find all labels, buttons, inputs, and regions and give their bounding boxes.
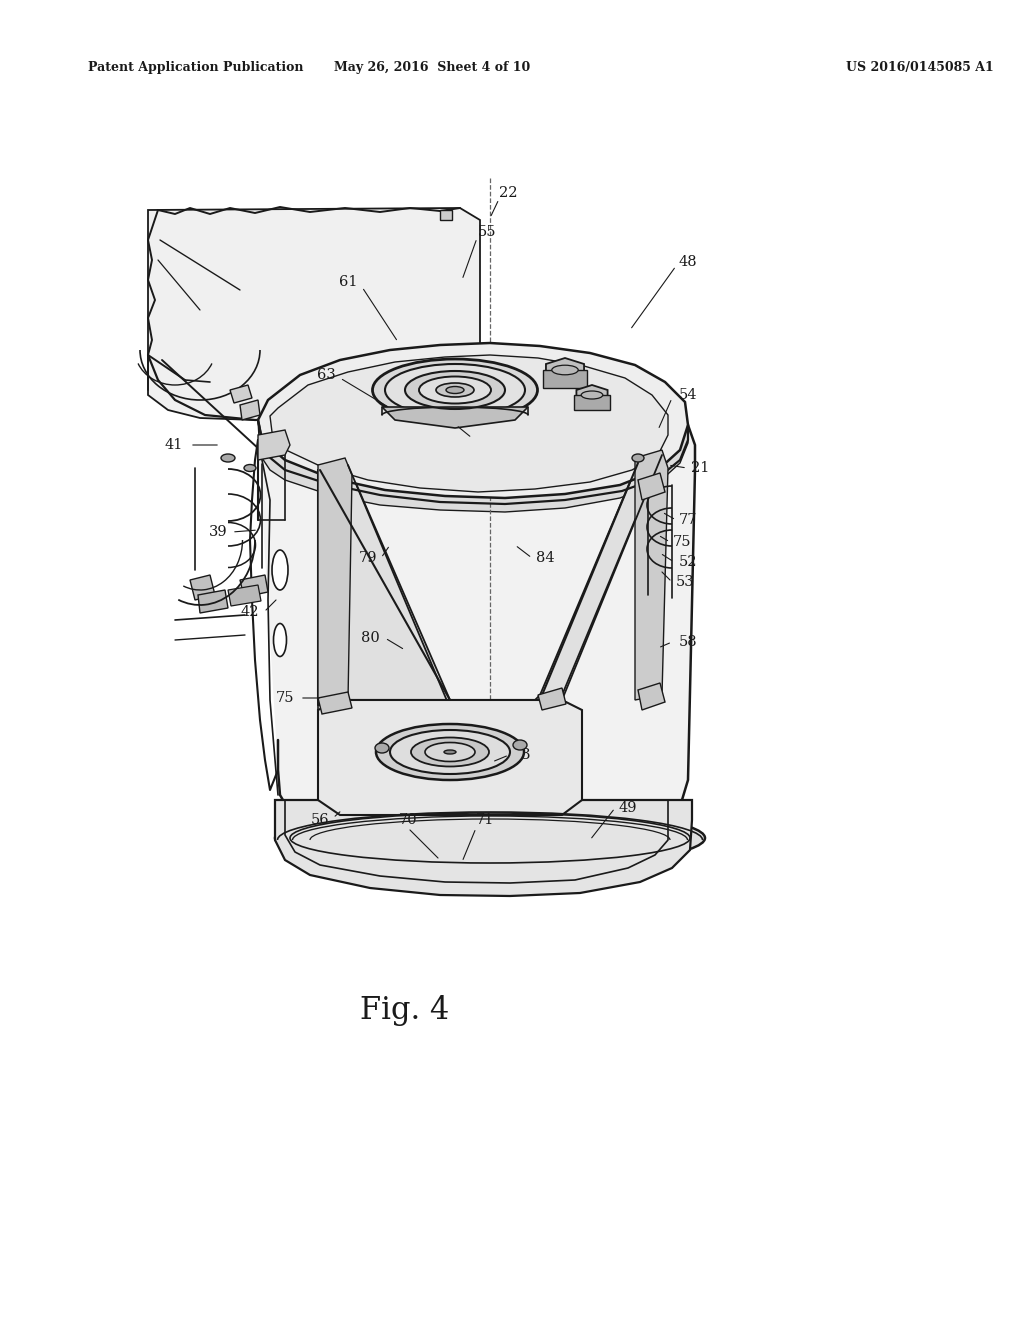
Text: Fig. 4: Fig. 4 [360, 994, 450, 1026]
Polygon shape [318, 700, 582, 814]
Polygon shape [148, 209, 480, 420]
Text: 52: 52 [679, 554, 697, 569]
Ellipse shape [552, 366, 579, 375]
Ellipse shape [425, 742, 475, 762]
Polygon shape [635, 450, 668, 700]
Ellipse shape [373, 359, 538, 421]
Ellipse shape [375, 743, 389, 752]
Polygon shape [638, 473, 665, 500]
Polygon shape [228, 585, 261, 606]
Ellipse shape [221, 454, 234, 462]
Text: 39: 39 [209, 525, 227, 539]
Text: 75: 75 [275, 690, 294, 705]
Polygon shape [440, 210, 452, 220]
Polygon shape [190, 576, 215, 601]
Polygon shape [275, 800, 692, 896]
Text: 71: 71 [476, 813, 495, 828]
Polygon shape [258, 425, 695, 855]
Ellipse shape [513, 741, 527, 750]
Text: 56: 56 [310, 813, 330, 828]
Polygon shape [382, 407, 528, 428]
Text: 73: 73 [513, 748, 531, 762]
Text: 54: 54 [679, 388, 697, 403]
Ellipse shape [390, 730, 510, 774]
Polygon shape [198, 590, 228, 612]
Text: 53: 53 [676, 576, 694, 589]
Text: May 26, 2016  Sheet 4 of 10: May 26, 2016 Sheet 4 of 10 [334, 62, 530, 74]
Polygon shape [258, 430, 290, 459]
Text: 49: 49 [618, 801, 637, 814]
Text: 21: 21 [691, 461, 710, 475]
Ellipse shape [272, 550, 288, 590]
Ellipse shape [444, 750, 456, 754]
Text: 55: 55 [478, 224, 497, 239]
Ellipse shape [275, 808, 705, 869]
Polygon shape [543, 370, 587, 388]
Polygon shape [318, 458, 352, 705]
Ellipse shape [446, 387, 464, 393]
Polygon shape [638, 682, 665, 710]
Ellipse shape [632, 454, 644, 462]
Text: Patent Application Publication: Patent Application Publication [88, 62, 303, 74]
Ellipse shape [406, 371, 505, 409]
Ellipse shape [411, 738, 489, 767]
Polygon shape [270, 355, 668, 492]
Ellipse shape [436, 383, 474, 397]
Text: 80: 80 [360, 631, 379, 645]
Polygon shape [230, 385, 252, 403]
Text: US 2016/0145085 A1: US 2016/0145085 A1 [846, 62, 994, 74]
Polygon shape [318, 692, 352, 714]
Text: 84: 84 [536, 550, 554, 565]
Text: 22: 22 [499, 186, 517, 201]
Polygon shape [546, 358, 584, 381]
Polygon shape [535, 455, 662, 700]
Polygon shape [574, 395, 610, 411]
Ellipse shape [419, 376, 490, 404]
Text: 75: 75 [673, 535, 691, 549]
Text: 70: 70 [398, 813, 418, 828]
Text: 63: 63 [316, 368, 336, 381]
Text: 68: 68 [440, 414, 460, 429]
Polygon shape [258, 343, 688, 498]
Text: 58: 58 [679, 635, 697, 649]
Text: 61: 61 [339, 275, 357, 289]
Polygon shape [258, 420, 688, 512]
Text: 42: 42 [241, 605, 259, 619]
Text: 79: 79 [358, 550, 377, 565]
Ellipse shape [273, 623, 287, 656]
Ellipse shape [582, 391, 603, 399]
Polygon shape [538, 688, 566, 710]
Polygon shape [240, 576, 268, 597]
Ellipse shape [244, 465, 256, 471]
Ellipse shape [385, 364, 525, 416]
Polygon shape [318, 465, 450, 710]
Polygon shape [148, 209, 460, 240]
Text: 77: 77 [679, 513, 697, 527]
Text: 48: 48 [679, 255, 697, 269]
Polygon shape [240, 400, 260, 420]
Polygon shape [577, 385, 607, 405]
Text: 41: 41 [165, 438, 183, 451]
Ellipse shape [376, 723, 524, 780]
